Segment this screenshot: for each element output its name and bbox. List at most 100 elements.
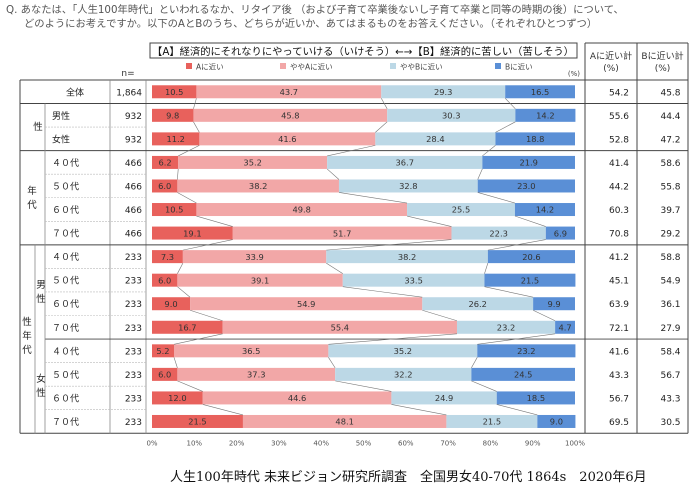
bar-segment: [495, 132, 575, 146]
bar-value-label: 44.6: [288, 393, 306, 403]
bar-value-label: 32.8: [399, 181, 417, 191]
bar-connector-line: [327, 145, 376, 157]
x-tick-label: 10%: [187, 439, 203, 447]
bar-segment: [555, 320, 575, 334]
bar-value-label: 18.8: [526, 134, 544, 144]
bar-segment: [173, 344, 329, 358]
bar-connector-line: [189, 309, 223, 322]
bar-connector-line: [487, 239, 546, 251]
bar-value-label: 38.2: [249, 181, 267, 191]
bar-connector-line: [514, 215, 546, 227]
bar-value-label: 37.3: [247, 370, 265, 380]
bar-segment: [202, 391, 392, 405]
outer-group-label-char: 性: [22, 316, 32, 328]
bar-value-label: 45.8: [281, 111, 299, 121]
legend-label: ややAに近い: [290, 62, 333, 72]
bar-segment: [196, 203, 408, 217]
bar-segment: [152, 297, 191, 311]
row-n: 1,864: [116, 88, 142, 98]
x-tick-label: 0%: [146, 439, 157, 447]
bar-segment: [537, 414, 576, 428]
bar-value-label: 9.0: [164, 299, 177, 309]
bar-segment: [152, 203, 197, 217]
bar-value-label: 48.1: [335, 417, 353, 427]
row-label: ５０代: [52, 370, 79, 381]
bar-connector-line: [504, 98, 516, 110]
row-a-total: 44.2: [609, 182, 629, 192]
bar-value-label: 23.2: [497, 322, 515, 332]
bar-segment: [387, 108, 516, 122]
row-a-total: 72.1: [609, 324, 629, 334]
footer-caption: 人生100年時代 未来ビジョン研究所調査 全国男女40-70代 1864s 20…: [170, 470, 647, 485]
subgroup-label-char: 性: [36, 293, 46, 305]
bar-segment: [193, 108, 388, 122]
bar-value-label: 23.2: [517, 346, 535, 356]
bar-connector-line: [177, 286, 191, 298]
bar-connector-line: [381, 98, 388, 109]
legend-swatch: [280, 63, 286, 69]
bar-segment: [242, 414, 447, 428]
row-b-total: 27.9: [660, 324, 680, 334]
bar-value-label: 33.5: [404, 275, 422, 285]
bar-value-label: 36.5: [242, 346, 260, 356]
bar-segment: [391, 391, 497, 405]
outer-group-label-char: 年: [22, 330, 32, 342]
bar-value-label: 9.8: [166, 111, 179, 121]
bar-connector-line: [422, 309, 458, 322]
bar-segment: [338, 179, 478, 193]
bar-value-label: 7.3: [161, 252, 174, 262]
bar-connector-line: [496, 404, 538, 416]
row-a-total: 45.1: [609, 277, 629, 287]
bar-value-label: 6.2: [159, 158, 172, 168]
row-n: 233: [125, 347, 142, 357]
bar-segment: [152, 320, 223, 334]
bar-segment: [381, 85, 506, 99]
bar-value-label: 6.0: [158, 370, 171, 380]
bar-connector-line: [326, 168, 340, 180]
bar-connector-line: [326, 262, 343, 274]
bar-connector-line: [328, 357, 336, 369]
question-line-1: Q. あなたは、「人生100年時代」といわれるなか、リタイア後 （および子育て卒…: [6, 4, 624, 16]
row-n: 233: [125, 277, 142, 287]
bar-segment: [477, 179, 575, 193]
bar-value-label: 12.0: [168, 393, 186, 403]
row-a-total: 69.5: [609, 418, 629, 428]
bar-value-label: 9.0: [550, 417, 563, 427]
row-n: 466: [125, 230, 142, 240]
row-b-total: 58.6: [660, 159, 680, 169]
row-b-total: 58.8: [660, 253, 680, 263]
row-b-total: 54.9: [660, 277, 680, 287]
row-n: 233: [125, 300, 142, 310]
bar-value-label: 6.0: [158, 275, 171, 285]
chart-title: 【A】経済的にそれなりにやっていける（いけそう）←→【B】経済的に苦しい（苦しそ…: [152, 45, 574, 58]
bar-value-label: 19.1: [183, 228, 201, 238]
row-label: ５０代: [52, 276, 79, 287]
bar-connector-line: [182, 239, 233, 251]
row-label: ６０代: [52, 299, 79, 310]
question-line-2: どのようにお考えですか。以下のAとBのうち、どちらが近いか、あてはまるものをお答…: [24, 18, 598, 30]
bar-segment: [484, 273, 576, 287]
bar-value-label: 20.6: [522, 252, 540, 262]
bar-value-label: 23.0: [517, 181, 535, 191]
bar-value-label: 14.2: [536, 111, 554, 121]
question-text: Q. あなたは、「人生100年時代」といわれるなか、リタイア後 （および子育て卒…: [6, 3, 696, 31]
bar-value-label: 29.3: [434, 87, 452, 97]
bar-value-label: 38.2: [398, 252, 416, 262]
bar-connector-line: [484, 286, 534, 298]
bar-value-label: 18.5: [527, 393, 545, 403]
subgroup-label-char: 女: [36, 373, 46, 385]
row-b-total: 55.8: [660, 182, 680, 192]
bar-segment: [152, 273, 178, 287]
bar-segment: [505, 85, 575, 99]
bar-connector-line: [177, 192, 197, 204]
bar-segment: [545, 226, 575, 240]
bar-value-label: 33.9: [245, 252, 263, 262]
x-tick-label: 80%: [483, 439, 499, 447]
row-label: ７０代: [52, 323, 79, 334]
x-tick-label: 100%: [565, 439, 585, 447]
bar-value-label: 32.2: [394, 370, 412, 380]
bar-value-label: 24.9: [435, 393, 453, 403]
bar-segment: [222, 320, 457, 334]
bar-segment: [177, 367, 336, 381]
row-b-total: 43.3: [660, 394, 680, 404]
